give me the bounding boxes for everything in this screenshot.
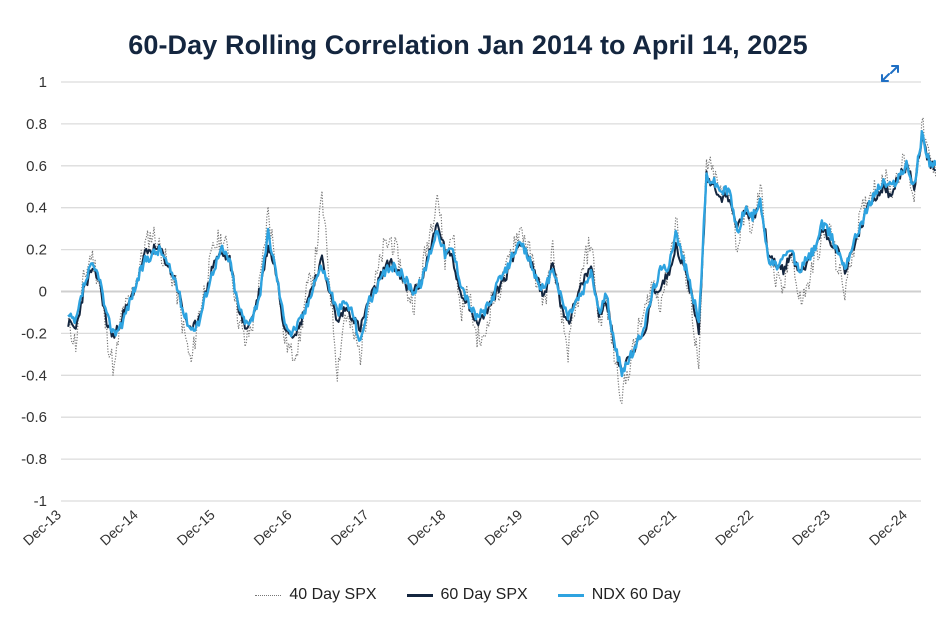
series-40-day-spx [67,117,936,404]
legend: 40 Day SPX 60 Day SPX NDX 60 Day [0,586,936,604]
x-tick-label: Dec-18 [404,506,448,548]
y-tick-label: -1 [34,493,47,510]
legend-swatch-ndx-60-day [557,593,584,597]
x-tick-label: Dec-14 [97,506,141,548]
y-tick-label: 0 [39,284,47,301]
y-tick-label: -0.4 [21,367,47,384]
series-lines [67,117,936,404]
y-axis-ticks: 1 0.8 0.6 0.4 0.2 0 -0.2 -0.4 -0.6 -0.8 -1 [21,74,47,510]
x-tick-label: Dec-15 [174,506,218,548]
legend-label: NDX 60 Day [591,586,681,603]
x-tick-label: Dec-23 [789,506,833,548]
series-60-day-spx [67,137,936,374]
x-tick-label: Dec-13 [20,506,64,548]
y-tick-label: -0.2 [21,325,47,342]
y-tick-label: -0.8 [21,451,47,468]
expand-button[interactable] [876,62,904,86]
x-axis-ticks: Dec-13 Dec-14 Dec-15 Dec-16 Dec-17 Dec-18 Dec-… [20,506,910,548]
legend-swatch-40-day-spx [255,594,282,596]
expand-arrows-icon [881,65,899,82]
y-tick-label: 1 [39,74,47,91]
x-tick-label: Dec-16 [250,506,294,548]
series-ndx-60-day [67,130,936,378]
chart-title: 60-Day Rolling Correlation Jan 2014 to A… [128,30,808,60]
gridlines [61,81,921,502]
x-tick-label: Dec-21 [635,506,679,548]
x-tick-label: Dec-22 [712,506,756,548]
y-tick-label: -0.6 [21,409,47,426]
legend-item-ndx-60-day[interactable]: NDX 60 Day [557,586,681,604]
x-tick-label: Dec-24 [866,506,910,548]
legend-label: 40 Day SPX [289,586,377,603]
y-tick-label: 0.6 [26,158,47,175]
x-tick-label: Dec-19 [481,506,525,548]
legend-item-40-day-spx[interactable]: 40 Day SPX [255,586,377,604]
y-tick-label: 0.8 [26,116,47,133]
x-tick-label: Dec-20 [558,506,602,548]
y-tick-label: 0.2 [26,242,47,259]
legend-swatch-60-day-spx [406,593,433,597]
legend-label: 60 Day SPX [440,586,528,603]
x-tick-label: Dec-17 [327,506,371,548]
legend-item-60-day-spx[interactable]: 60 Day SPX [406,586,528,604]
y-tick-label: 0.4 [26,200,47,217]
